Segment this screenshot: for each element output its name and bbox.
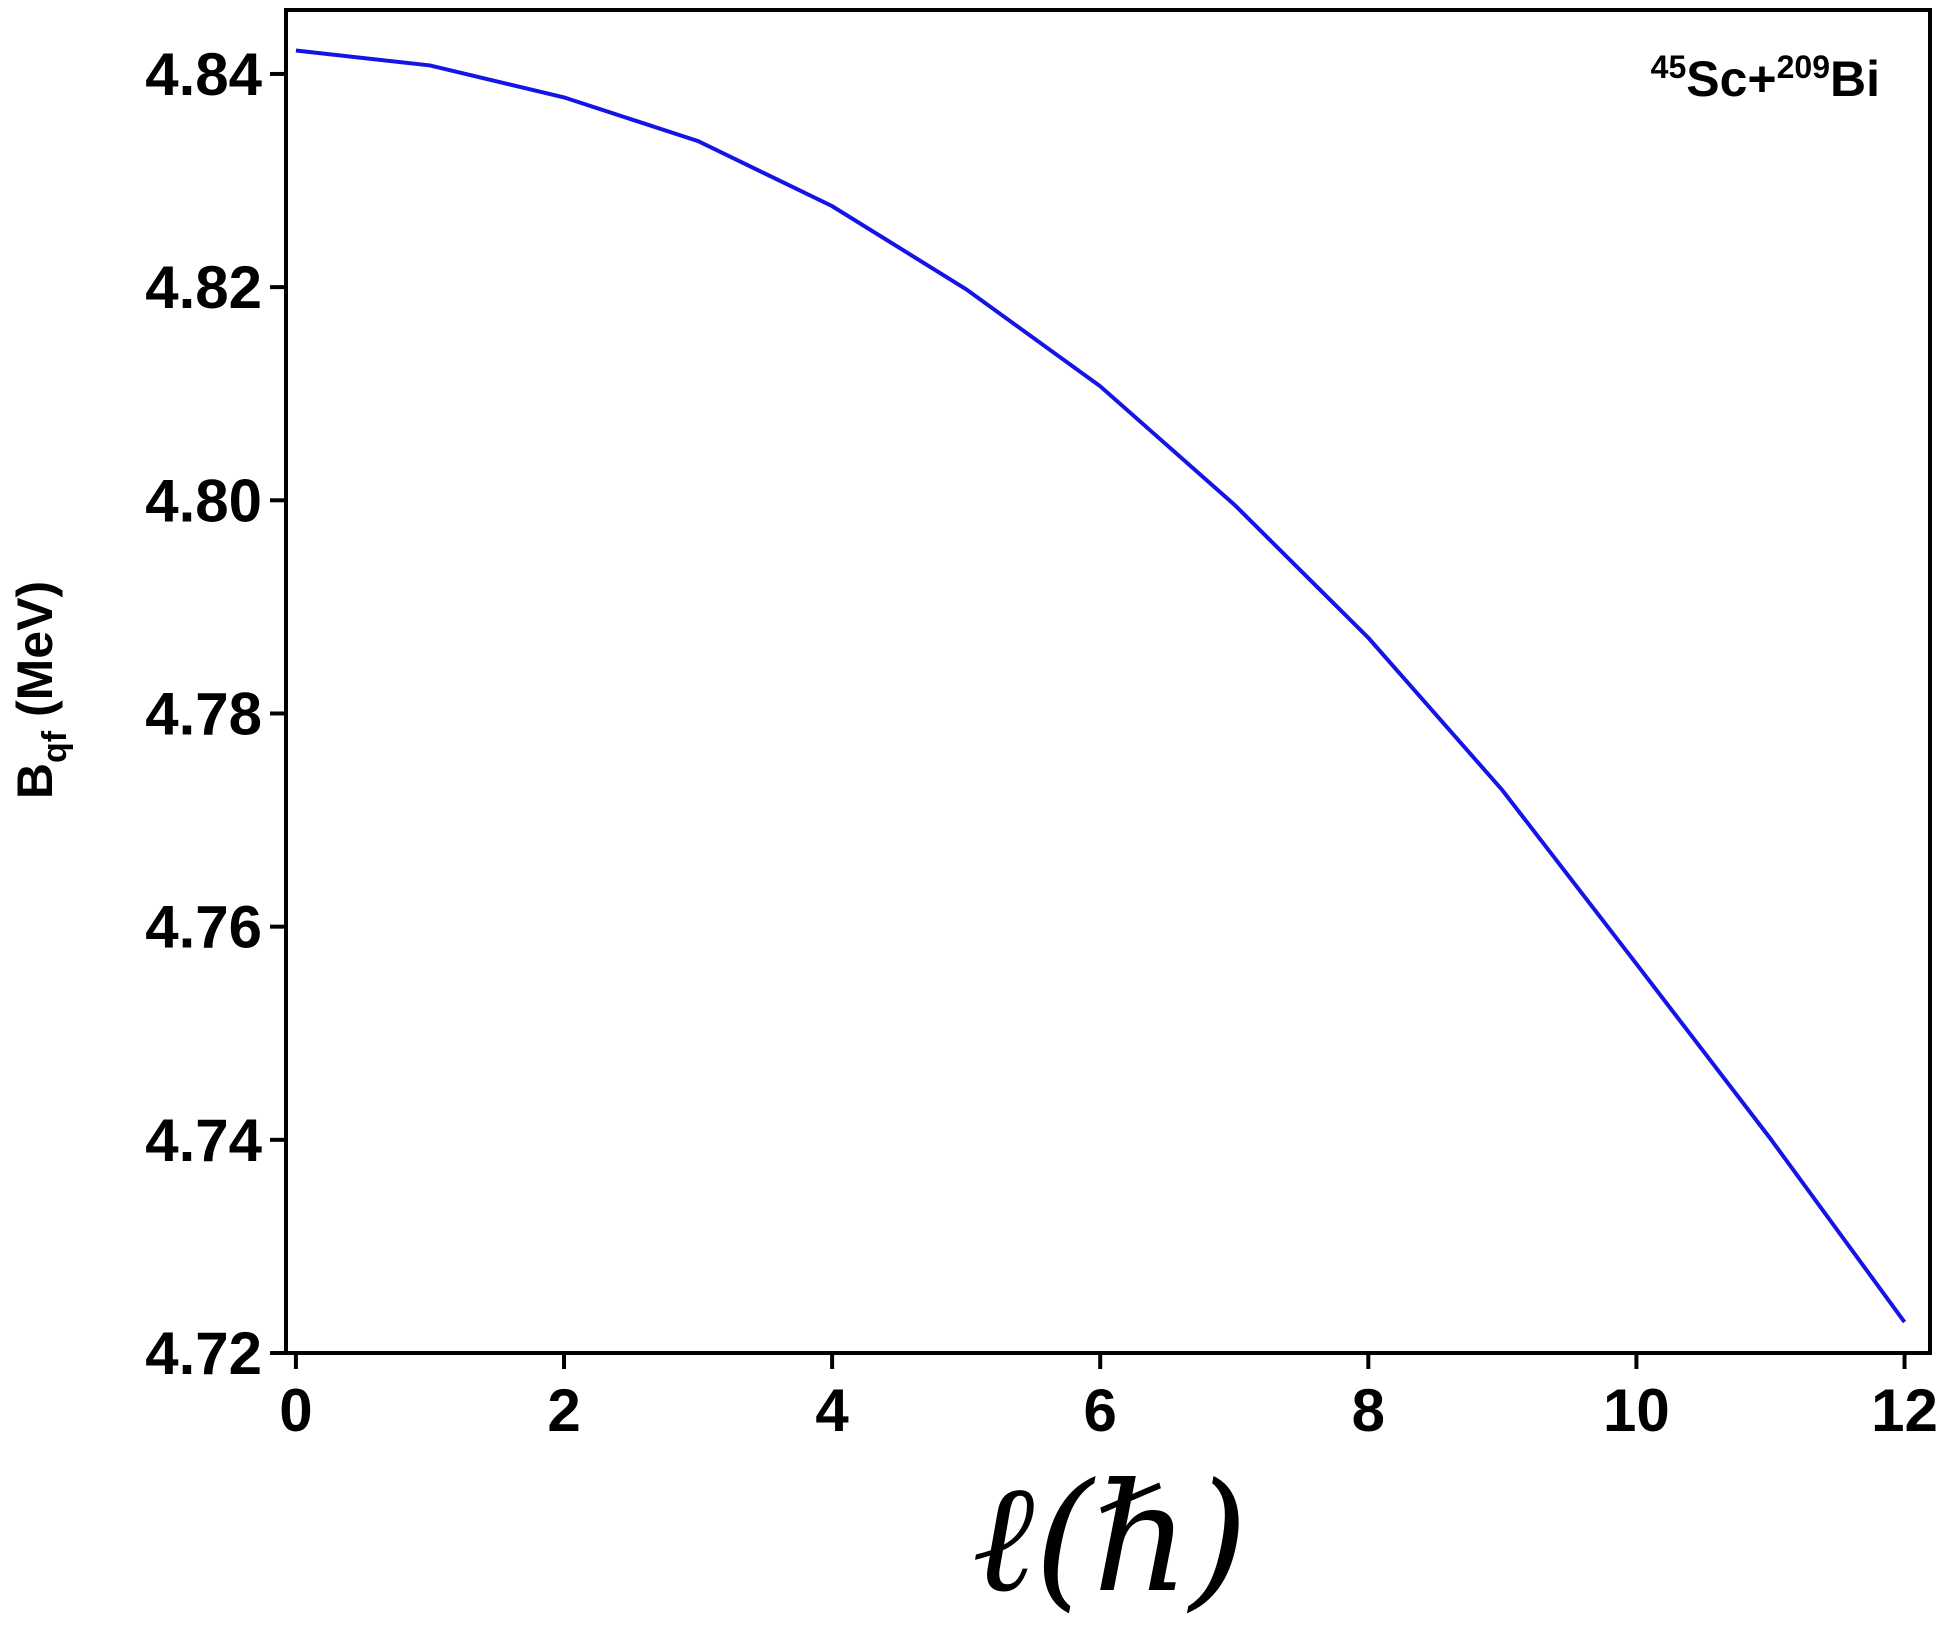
annotation-text: Sc+: [1686, 51, 1776, 107]
y-axis-label: Bqf (MeV): [7, 581, 74, 799]
y-label-unit: (MeV): [7, 581, 63, 731]
y-tick-label: 4.72: [145, 1320, 262, 1387]
x-tick-label: 10: [1603, 1377, 1670, 1444]
annotation-text: Bi: [1830, 51, 1880, 107]
y-label-sub: qf: [36, 730, 74, 763]
y-tick-label: 4.76: [145, 894, 262, 961]
annotation: 45Sc+209Bi: [1651, 49, 1880, 107]
plot-frame: [284, 8, 1932, 1355]
x-tick-label: 2: [547, 1377, 580, 1444]
x-tick-label: 8: [1352, 1377, 1385, 1444]
x-tick-label: 12: [1871, 1377, 1938, 1444]
annotation-sup: 209: [1777, 49, 1830, 85]
x-axis-label: ℓ(ℏ): [972, 1452, 1248, 1626]
y-tick-label: 4.78: [145, 680, 262, 747]
y-tick-label: 4.80: [145, 467, 262, 534]
x-tick-label: 0: [279, 1377, 312, 1444]
y-label-main: B: [7, 763, 63, 799]
annotation-sup: 45: [1651, 49, 1687, 85]
x-tick-label: 6: [1084, 1377, 1117, 1444]
x-tick-label: 4: [815, 1377, 849, 1444]
y-tick-label: 4.74: [145, 1107, 262, 1174]
y-tick-label: 4.82: [145, 254, 262, 321]
data-line: [295, 48, 1907, 1324]
y-tick-label: 4.84: [145, 41, 262, 108]
